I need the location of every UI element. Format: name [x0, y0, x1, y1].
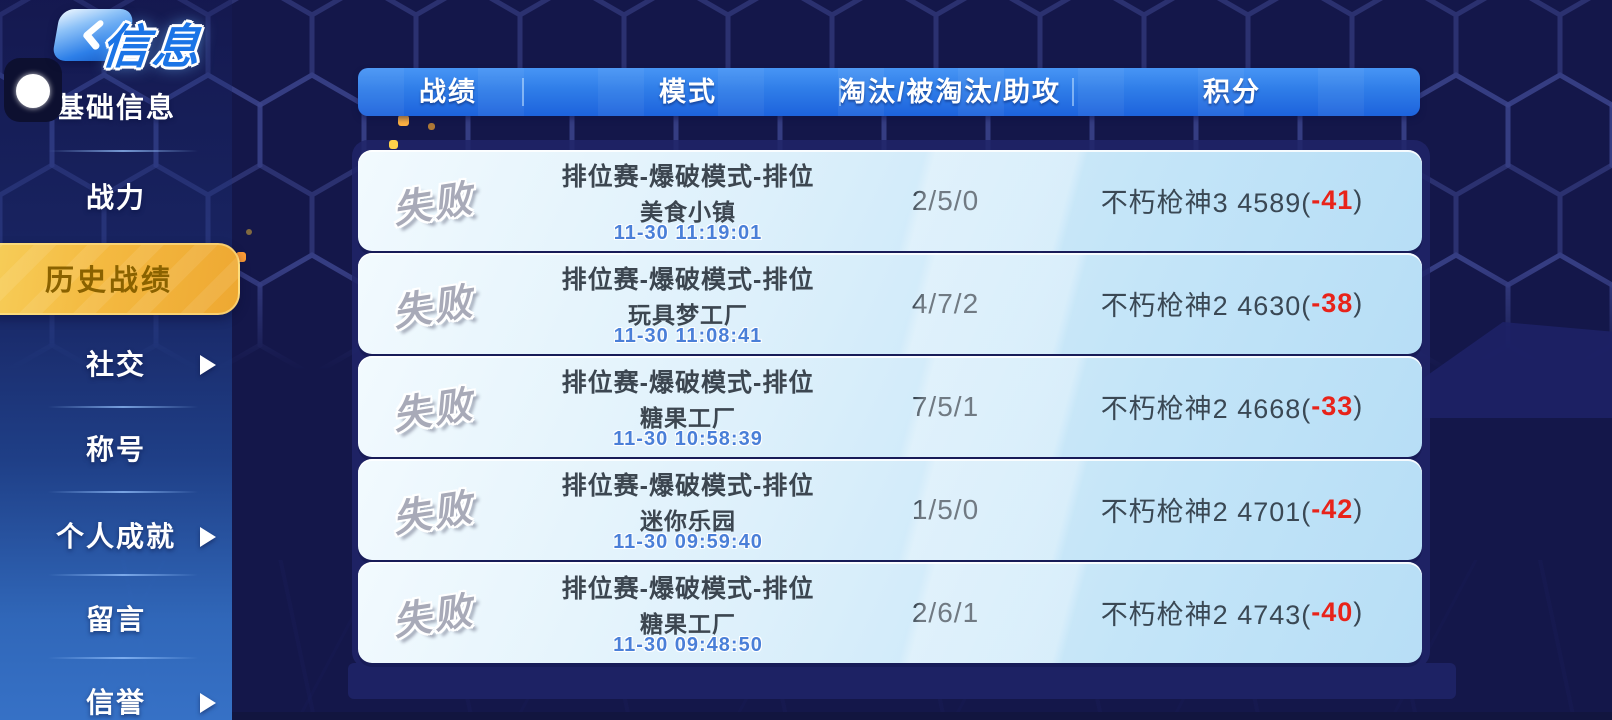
- column-header-kda: 淘汰/被淘汰/助攻: [838, 77, 1061, 107]
- sidebar-item-label: 战力: [85, 182, 146, 213]
- sidebar-item-social[interactable]: 社交: [0, 337, 232, 393]
- result-stamp: 失败: [389, 280, 478, 336]
- match-kda: 7/5/1: [911, 390, 980, 422]
- match-map: 玩具梦工厂: [628, 302, 748, 328]
- camera-lens: [16, 74, 50, 108]
- match-points: 不朽枪神3 4589(-41): [1100, 185, 1364, 218]
- sidebar-item-label: 信誉: [85, 687, 146, 718]
- match-points: 不朽枪神2 4701(-42): [1100, 494, 1364, 527]
- match-points: 不朽枪神2 4630(-38): [1100, 288, 1364, 321]
- match-points: 不朽枪神2 4668(-33): [1100, 391, 1364, 424]
- match-mode: 排位赛-爆破模式-排位: [561, 472, 815, 500]
- sidebar-item-achievements[interactable]: 个人成就: [0, 509, 232, 565]
- sidebar-item-label: 社交: [85, 349, 146, 380]
- match-kda: 4/7/2: [911, 287, 980, 319]
- match-points: 不朽枪神2 4743(-40): [1100, 597, 1364, 630]
- divider: [48, 657, 198, 659]
- result-stamp: 失败: [389, 383, 478, 439]
- match-kda: 1/5/0: [911, 493, 980, 525]
- sparkle: [246, 229, 252, 235]
- sparkle: [389, 140, 398, 149]
- sidebar-item-combat-power[interactable]: 战力: [0, 170, 232, 226]
- panel-shadow: [348, 663, 1456, 699]
- result-stamp: 失败: [389, 589, 478, 645]
- match-time: 11-30 11:08:41: [613, 325, 763, 347]
- points-delta: -40: [1311, 597, 1354, 627]
- column-header-points: 积分: [1203, 77, 1261, 107]
- match-row[interactable]: 失败 排位赛-爆破模式-排位 美食小镇 11-30 11:19:01 2/5/0…: [358, 150, 1422, 251]
- match-time: 11-30 09:48:50: [613, 634, 763, 656]
- page-title: 信息: [99, 20, 206, 73]
- match-mode: 排位赛-爆破模式-排位: [561, 575, 815, 603]
- match-row[interactable]: 失败 排位赛-爆破模式-排位 玩具梦工厂 11-30 11:08:41 4/7/…: [358, 253, 1422, 354]
- column-header-mode: 模式: [659, 77, 717, 107]
- match-mode: 排位赛-爆破模式-排位: [561, 266, 815, 294]
- sidebar-item-label: 个人成就: [55, 521, 176, 552]
- sidebar-item-label: 留言: [85, 604, 146, 635]
- sidebar-item-label: 基础信息: [55, 92, 176, 123]
- sidebar-item-title[interactable]: 称号: [0, 422, 232, 478]
- points-delta: -42: [1311, 494, 1354, 524]
- expand-arrow-icon: [200, 693, 216, 713]
- match-kda: 2/6/1: [911, 596, 980, 628]
- match-map: 糖果工厂: [640, 405, 736, 431]
- result-stamp: 失败: [389, 177, 478, 233]
- match-time: 11-30 10:58:39: [613, 428, 763, 450]
- match-mode: 排位赛-爆破模式-排位: [561, 163, 815, 191]
- column-divider: [522, 78, 524, 106]
- sparkle: [398, 115, 409, 126]
- sparkle: [236, 252, 246, 262]
- divider: [48, 406, 198, 408]
- result-stamp: 失败: [389, 486, 478, 542]
- column-divider: [839, 78, 841, 106]
- bottom-edge: [0, 712, 1612, 720]
- match-time: 11-30 09:59:40: [613, 531, 763, 553]
- match-mode: 排位赛-爆破模式-排位: [561, 369, 815, 397]
- sparkle: [428, 123, 435, 130]
- match-row[interactable]: 失败 排位赛-爆破模式-排位 糖果工厂 11-30 09:48:50 2/6/1…: [358, 562, 1422, 663]
- match-kda: 2/5/0: [911, 184, 980, 216]
- points-delta: -33: [1311, 391, 1354, 421]
- expand-arrow-icon: [200, 527, 216, 547]
- match-map: 美食小镇: [640, 199, 736, 225]
- sidebar-item-label: 称号: [85, 434, 146, 465]
- match-map: 糖果工厂: [640, 611, 736, 637]
- expand-arrow-icon: [200, 355, 216, 375]
- sidebar-item-label: 历史战绩: [44, 265, 173, 297]
- match-map: 迷你乐园: [640, 508, 736, 534]
- match-row[interactable]: 失败 排位赛-爆破模式-排位 迷你乐园 11-30 09:59:40 1/5/0…: [358, 459, 1422, 560]
- sidebar: 基础信息 战力 历史战绩 社交 称号 个人成就 留言 信誉: [0, 0, 240, 720]
- column-header-result: 战绩: [419, 77, 477, 107]
- sidebar-item-basic-info[interactable]: 基础信息: [0, 80, 232, 136]
- sidebar-item-history-records[interactable]: 历史战绩: [0, 243, 240, 315]
- match-time: 11-30 11:19:01: [613, 222, 763, 244]
- divider: [48, 574, 198, 576]
- column-divider: [1072, 78, 1074, 106]
- divider: [48, 491, 198, 493]
- back-button[interactable]: [51, 9, 135, 61]
- table-header: 战绩 模式 淘汰/被淘汰/助攻 积分: [358, 68, 1420, 116]
- sidebar-item-messages[interactable]: 留言: [0, 592, 232, 648]
- match-row[interactable]: 失败 排位赛-爆破模式-排位 糖果工厂 11-30 10:58:39 7/5/1…: [358, 356, 1422, 457]
- chevron-left-icon: [83, 20, 104, 50]
- points-delta: -41: [1311, 185, 1354, 215]
- divider: [48, 150, 198, 152]
- points-delta: -38: [1311, 288, 1354, 318]
- sidebar-item-credit[interactable]: 信誉: [0, 675, 232, 720]
